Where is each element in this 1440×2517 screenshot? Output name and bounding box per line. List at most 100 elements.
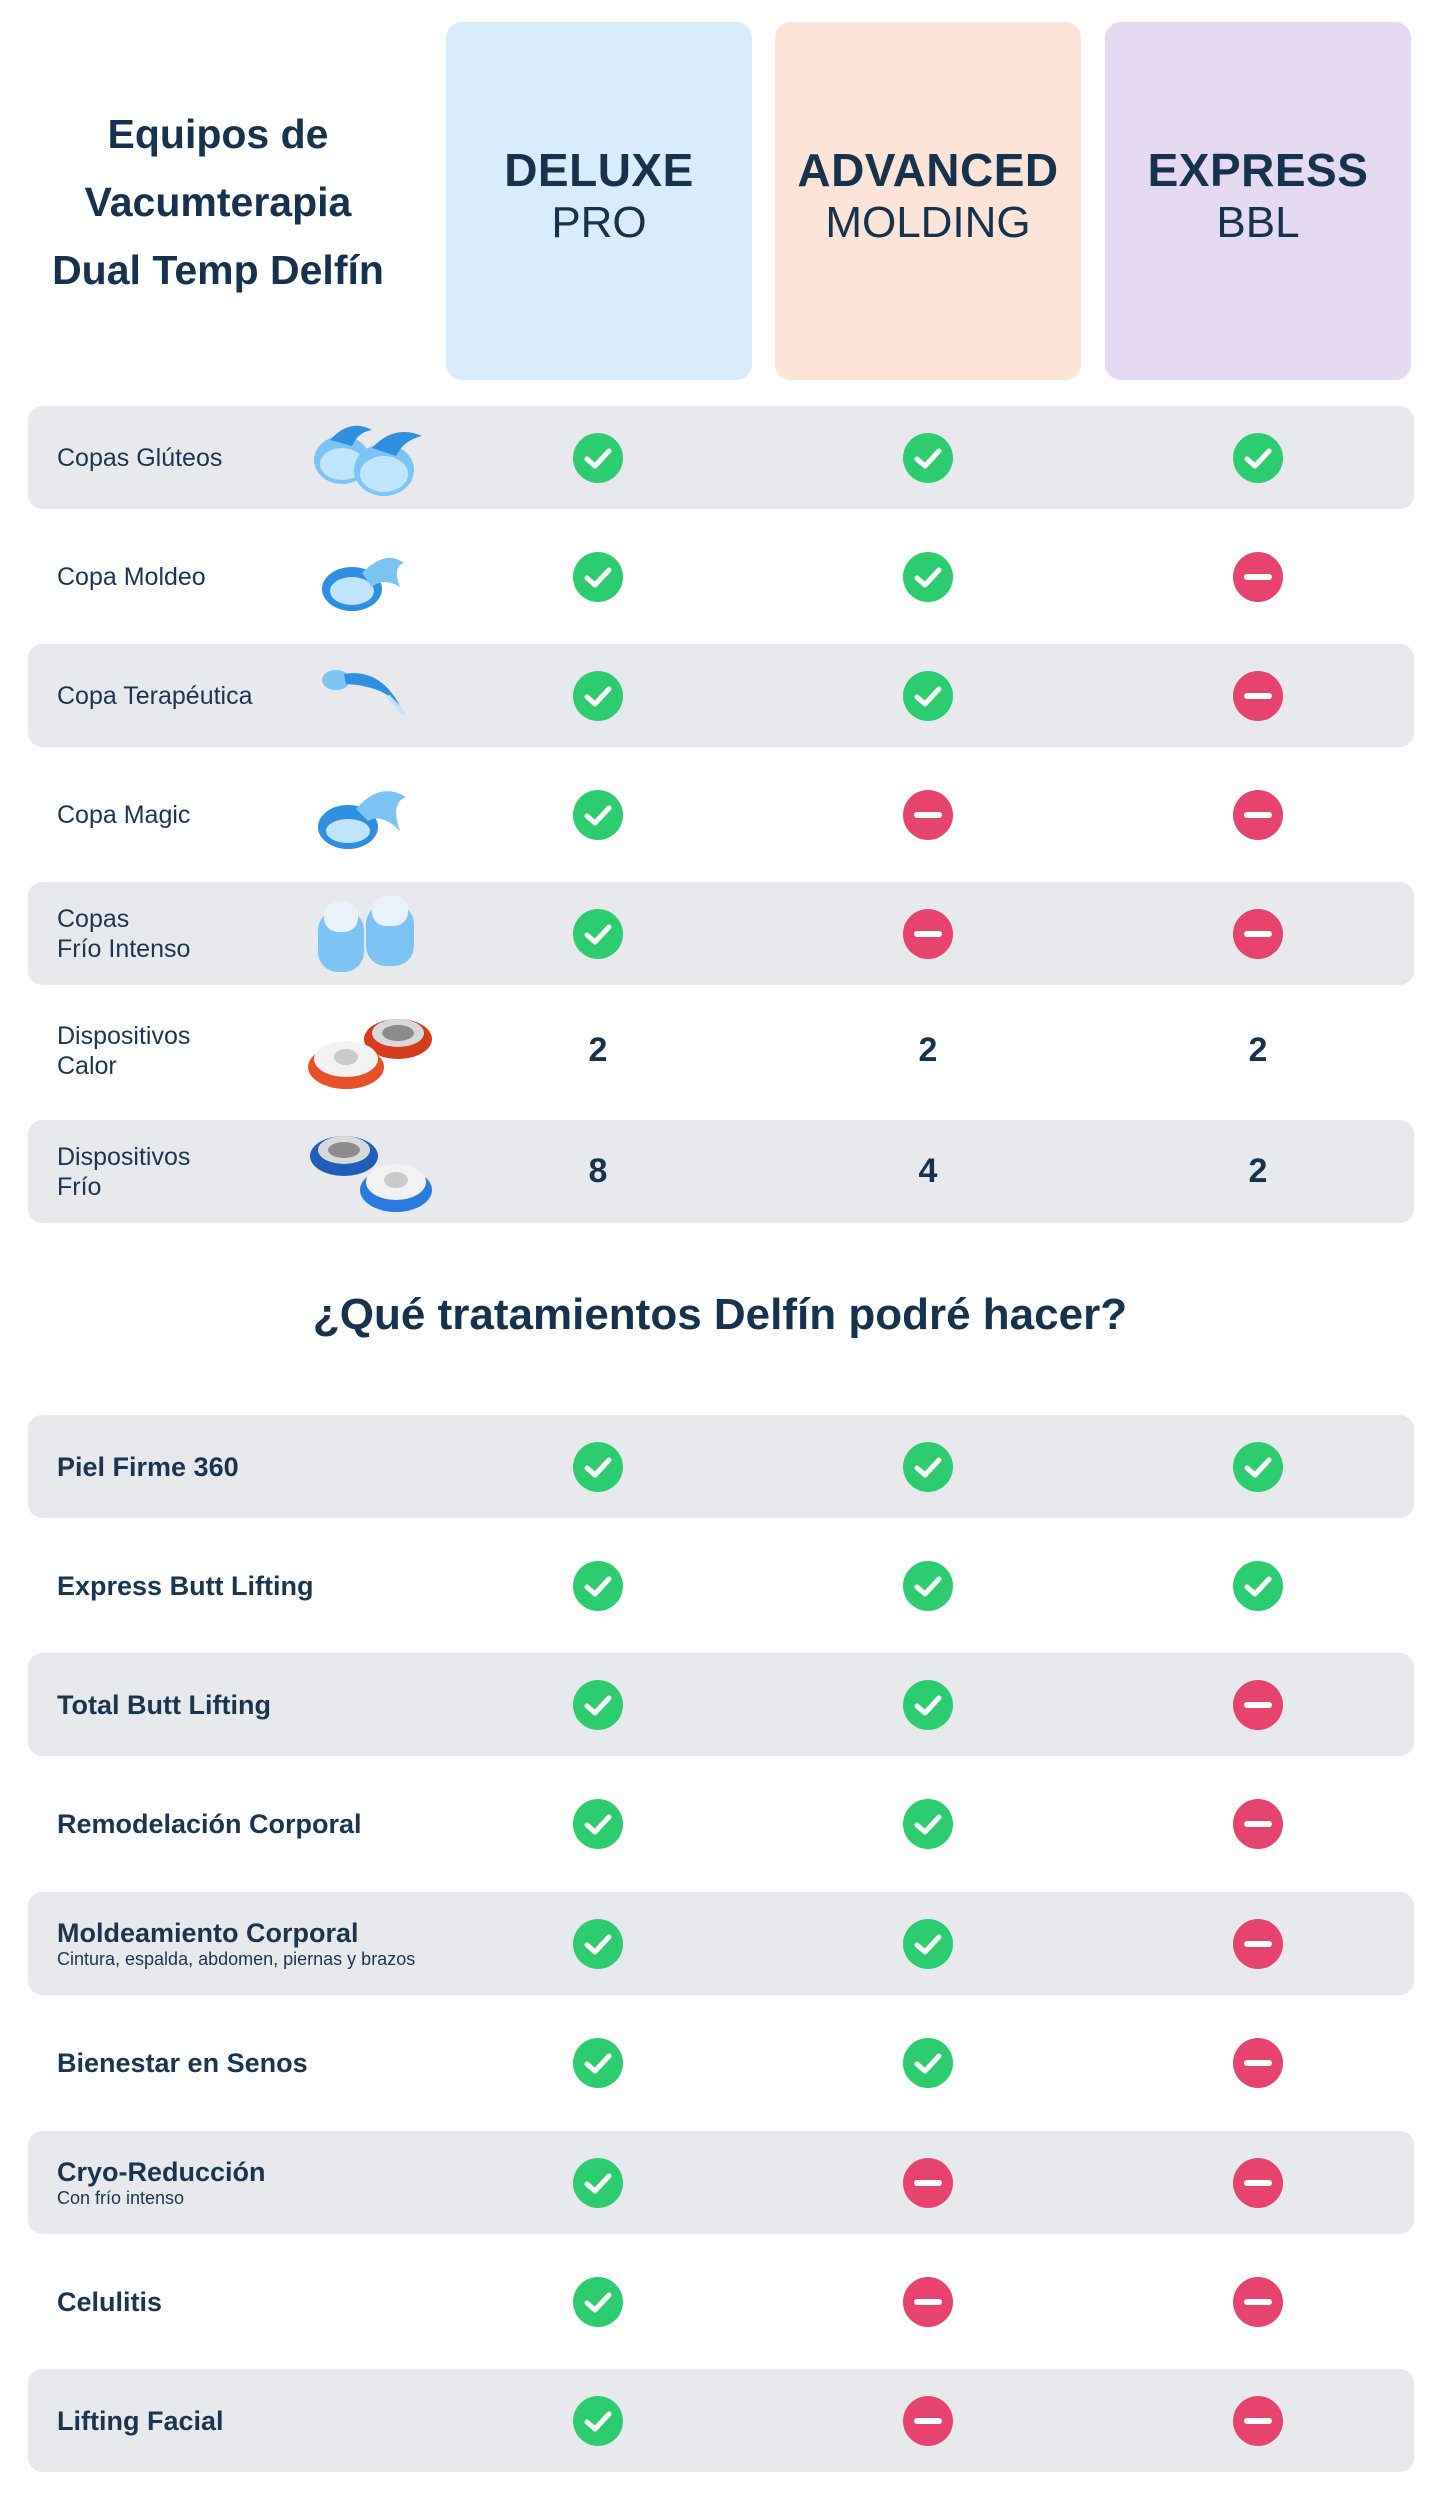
check-icon <box>558 763 638 866</box>
row-label-line: Copa Terapéutica <box>57 681 253 710</box>
column-subname: MOLDING <box>825 198 1031 247</box>
minus-icon <box>1218 882 1298 985</box>
table-row: Piel Firme 360 <box>28 1415 1414 1518</box>
minus-icon <box>888 2131 968 2234</box>
treatment-name: Bienestar en Senos <box>57 2047 308 2078</box>
check-icon <box>888 1653 968 1756</box>
column-subname: BBL <box>1216 198 1300 247</box>
treatment-name: Celulitis <box>57 2286 163 2317</box>
check-icon <box>888 1772 968 1875</box>
table-row: Copas Frío Intenso <box>28 882 1414 985</box>
cold-devices-image <box>300 1126 440 1216</box>
check-icon <box>558 406 638 509</box>
column-header-advanced-molding: ADVANCED MOLDING <box>775 22 1081 380</box>
row-label: Copas Glúteos <box>57 406 307 509</box>
check-icon <box>888 406 968 509</box>
row-label-line: Copa Moldeo <box>57 562 206 591</box>
minus-icon <box>888 763 968 866</box>
minus-icon <box>1218 763 1298 866</box>
row-label: Copa Terapéutica <box>57 644 307 747</box>
check-icon <box>558 2011 638 2114</box>
row-label: Copa Moldeo <box>57 525 307 628</box>
column-subname: PRO <box>551 198 647 247</box>
count-cell: 2 <box>1218 999 1298 1102</box>
cold-cups-image <box>300 888 440 978</box>
molding-cup-image <box>300 531 440 621</box>
count-cell: 2 <box>1218 1120 1298 1223</box>
table-row: Celulitis <box>28 2250 1414 2353</box>
table-row: Copa Moldeo <box>28 525 1414 628</box>
check-icon <box>558 882 638 985</box>
minus-icon <box>1218 1653 1298 1756</box>
column-name: DELUXE <box>504 144 694 196</box>
check-icon <box>558 2131 638 2234</box>
heat-devices-image <box>300 1005 440 1095</box>
therapeutic-cup-image <box>300 650 440 740</box>
treatment-label: Lifting Facial <box>57 2369 577 2472</box>
treatment-name: Lifting Facial <box>57 2405 224 2436</box>
treatment-name: Express Butt Lifting <box>57 1570 314 1601</box>
check-icon <box>1218 1534 1298 1637</box>
minus-icon <box>1218 2131 1298 2234</box>
title-line: Vacumterapia <box>84 179 352 225</box>
table-row: Total Butt Lifting <box>28 1653 1414 1756</box>
count-cell: 2 <box>888 999 968 1102</box>
row-label-line: Copas Glúteos <box>57 443 223 472</box>
count-value: 4 <box>918 1152 938 1190</box>
check-icon <box>558 644 638 747</box>
table-row: Copa Magic <box>28 763 1414 866</box>
column-header-deluxe-pro: DELUXE PRO <box>446 22 752 380</box>
count-value: 2 <box>588 1031 608 1069</box>
treatment-name: Total Butt Lifting <box>57 1689 271 1720</box>
title-line: Dual Temp Delfín <box>52 247 384 293</box>
treatment-name: Piel Firme 360 <box>57 1451 239 1482</box>
check-icon <box>558 525 638 628</box>
check-icon <box>888 525 968 628</box>
minus-icon <box>888 882 968 985</box>
check-icon <box>558 1534 638 1637</box>
treatment-label: Remodelación Corporal <box>57 1772 577 1875</box>
count-cell: 8 <box>558 1120 638 1223</box>
minus-icon <box>888 2369 968 2472</box>
check-icon <box>888 2011 968 2114</box>
row-label-line: Frío <box>57 1172 102 1201</box>
table-row: Cryo-Reducción Con frío intenso <box>28 2131 1414 2234</box>
table-row: Dispositivos Frío 8 4 2 <box>28 1120 1414 1223</box>
page-title: Equipos de Vacumterapia Dual Temp Delfín <box>28 100 408 304</box>
count-cell: 2 <box>558 999 638 1102</box>
treatment-label: Celulitis <box>57 2250 577 2353</box>
treatment-label: Piel Firme 360 <box>57 1415 577 1518</box>
count-value: 8 <box>588 1152 608 1190</box>
treatments-title: ¿Qué tratamientos Delfín podré hacer? <box>312 1290 1128 1339</box>
treatment-label: Total Butt Lifting <box>57 1653 577 1756</box>
treatment-label: Bienestar en Senos <box>57 2011 577 2114</box>
table-row: Lifting Facial <box>28 2369 1414 2472</box>
minus-icon <box>1218 2011 1298 2114</box>
count-value: 2 <box>1248 1031 1268 1069</box>
check-icon <box>558 1415 638 1518</box>
check-icon <box>558 1772 638 1875</box>
magic-cup-image <box>300 769 440 859</box>
treatment-label: Moldeamiento Corporal Cintura, espalda, a… <box>57 1892 577 1995</box>
row-label-line: Calor <box>57 1051 117 1080</box>
table-row: Dispositivos Calor 2 2 2 <box>28 999 1414 1102</box>
table-row: Copas Glúteos <box>28 406 1414 509</box>
table-row: Copa Terapéutica <box>28 644 1414 747</box>
column-header-express-bbl: EXPRESS BBL <box>1105 22 1411 380</box>
minus-icon <box>1218 1772 1298 1875</box>
row-label-line: Copa Magic <box>57 800 191 829</box>
check-icon <box>888 1415 968 1518</box>
count-cell: 4 <box>888 1120 968 1223</box>
check-icon <box>558 1892 638 1995</box>
check-icon <box>1218 406 1298 509</box>
treatment-name: Remodelación Corporal <box>57 1808 362 1839</box>
minus-icon <box>1218 525 1298 628</box>
minus-icon <box>1218 2250 1298 2353</box>
check-icon <box>558 2369 638 2472</box>
treatment-note: Cintura, espalda, abdomen, piernas y bra… <box>57 1948 416 1969</box>
check-icon <box>558 2250 638 2353</box>
row-label: Dispositivos Calor <box>57 999 307 1102</box>
check-icon <box>888 1534 968 1637</box>
row-label: Copas Frío Intenso <box>57 882 307 985</box>
count-value: 2 <box>918 1031 938 1069</box>
